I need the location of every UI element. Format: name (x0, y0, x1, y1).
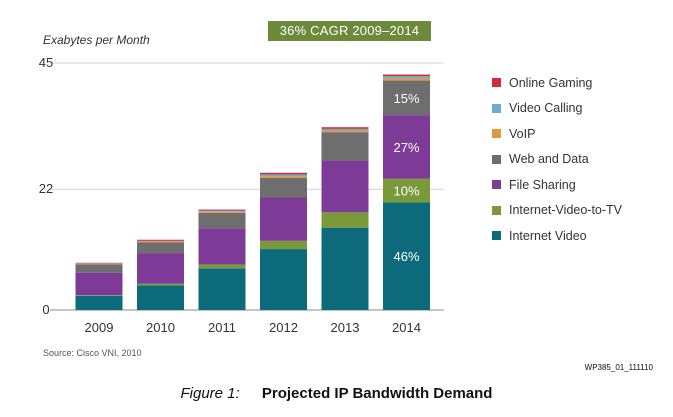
cagr-badge: 36% CAGR 2009–2014 (268, 21, 431, 41)
axis-ticks: 0 22 45 2009 2010 2011 2012 2013 2014 (39, 55, 421, 335)
bar-segment-online-gaming-2009 (75, 262, 123, 264)
figure-id: WP385_01_111110 (584, 363, 653, 372)
legend-item: Internet Video (492, 223, 662, 249)
bar-segment-internet-video-to-tv-2009 (75, 295, 123, 296)
x-tick-label: 2014 (392, 320, 421, 335)
bar-segment-online-gaming-2010 (137, 239, 184, 241)
x-tick-label: 2009 (85, 320, 114, 335)
data-label: 27% (393, 140, 419, 155)
legend-swatch (492, 231, 501, 241)
bar-segment-video-calling-2014 (383, 76, 430, 79)
figure-caption: Figure 1: Projected IP Bandwidth Demand (0, 385, 673, 402)
x-tick-label: 2011 (208, 320, 236, 335)
bar-segment-internet-video-to-tv-2012 (260, 240, 307, 250)
data-label: 10% (393, 184, 419, 199)
bar-segment-file-sharing-2011 (198, 228, 246, 265)
bar-segment-online-gaming-2014 (383, 74, 430, 77)
legend-item: VoIP (492, 121, 662, 147)
bar-segment-video-calling-2012 (260, 174, 307, 177)
legend-label: Web and Data (509, 152, 589, 167)
legend-swatch (492, 180, 501, 190)
legend-swatch (492, 205, 501, 215)
x-tick-label: 2012 (269, 320, 298, 335)
data-label: 15% (393, 91, 419, 106)
legend-item: Web and Data (492, 147, 662, 173)
y-tick-label: 0 (42, 302, 49, 317)
bar-segment-web-and-data-2011 (198, 212, 246, 229)
bar-segment-internet-video-to-tv-2010 (137, 283, 184, 286)
bar-segment-online-gaming-2012 (260, 172, 307, 175)
x-tick-label: 2010 (146, 320, 175, 335)
source-note: Source: Cisco VNI, 2010 (43, 348, 142, 358)
bar-segment-web-and-data-2010 (137, 242, 184, 254)
y-tick-label: 45 (39, 55, 53, 70)
bar-segment-file-sharing-2009 (75, 272, 123, 296)
bar-segment-web-and-data-2012 (260, 177, 307, 198)
x-tick-label: 2013 (331, 320, 360, 335)
bar-segment-internet-video-2012 (260, 249, 307, 310)
bar-segment-internet-video-2011 (198, 268, 246, 310)
bar-segment-web-and-data-2014 (383, 80, 430, 116)
bar-segment-video-calling-2011 (198, 210, 246, 212)
y-axis-label: Exabytes per Month (43, 33, 150, 47)
y-tick-label: 22 (39, 181, 53, 196)
bar-segment-internet-video-to-tv-2013 (321, 212, 369, 228)
bar-segment-voip-2011 (198, 211, 246, 213)
chart-legend: Online Gaming Video Calling VoIP Web and Da… (492, 70, 662, 249)
bar-segment-online-gaming-2011 (198, 209, 246, 211)
legend-swatch (492, 129, 501, 139)
bar-segment-internet-video-2010 (137, 285, 184, 310)
caption-prefix: Figure 1: (180, 385, 240, 402)
bar-segment-internet-video-2013 (321, 227, 369, 310)
bar-segment-web-and-data-2013 (321, 132, 369, 161)
legend-label: Video Calling (509, 101, 583, 116)
legend-label: Online Gaming (509, 75, 593, 90)
bar-segment-video-calling-2009 (75, 263, 123, 264)
legend-swatch (492, 78, 501, 88)
legend-item: File Sharing (492, 172, 662, 198)
bar-segment-internet-video-to-tv-2014 (383, 178, 430, 203)
bar-segment-internet-video-2014 (383, 202, 430, 310)
bar-segment-internet-video-2009 (75, 295, 123, 310)
bar-segment-file-sharing-2013 (321, 160, 369, 213)
bar-segment-voip-2013 (321, 130, 369, 133)
bar-segment-file-sharing-2014 (383, 115, 430, 179)
legend-label: File Sharing (509, 177, 576, 192)
legend-item: Video Calling (492, 96, 662, 122)
legend-swatch (492, 103, 501, 113)
caption-title: Projected IP Bandwidth Demand (261, 385, 493, 402)
legend-swatch (492, 154, 501, 164)
bar-segment-web-and-data-2009 (75, 264, 123, 273)
bar-segment-video-calling-2010 (137, 240, 184, 242)
bar-segment-voip-2010 (137, 241, 184, 243)
legend-label: Internet Video (509, 228, 587, 243)
legend-label: Internet-Video-to-TV (509, 203, 623, 218)
bars (75, 74, 430, 310)
legend-item: Internet-Video-to-TV (492, 198, 662, 224)
bar-segment-file-sharing-2010 (137, 253, 184, 284)
bar-segment-voip-2014 (383, 78, 430, 81)
bar-segment-internet-video-to-tv-2011 (198, 264, 246, 269)
legend-label: VoIP (509, 126, 536, 141)
bar-segment-file-sharing-2012 (260, 197, 307, 241)
bar-segment-voip-2012 (260, 176, 307, 178)
bar-segment-voip-2009 (75, 263, 123, 265)
data-label: 46% (393, 249, 419, 264)
legend-item: Online Gaming (492, 70, 662, 96)
bar-segment-video-calling-2013 (321, 128, 369, 131)
bar-annotations: 46% 10% 27% 15% (393, 91, 419, 264)
bar-segment-online-gaming-2013 (321, 127, 369, 129)
